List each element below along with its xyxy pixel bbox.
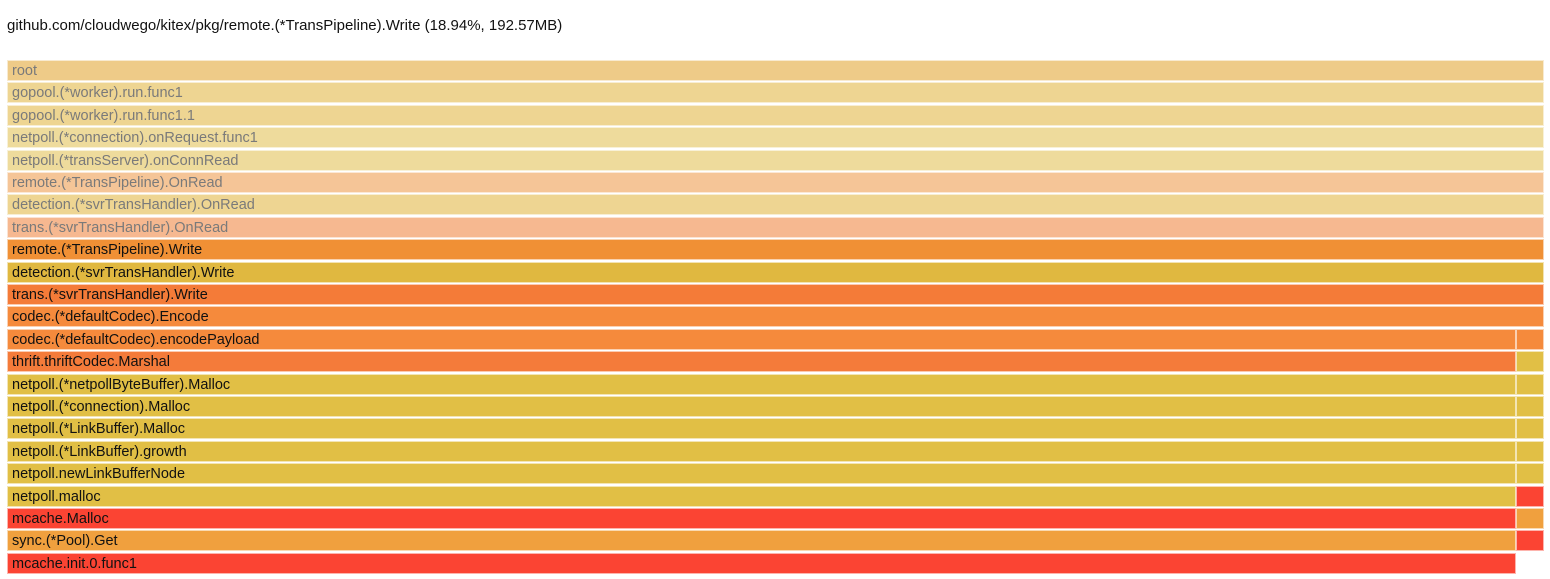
selected-frame-title: github.com/cloudwego/kitex/pkg/remote.(*…	[7, 17, 563, 34]
flame-frame[interactable]: detection.(*svrTransHandler).Write	[7, 261, 1544, 283]
flame-frame[interactable]: netpoll.malloc	[7, 485, 1516, 507]
flame-frame-sibling[interactable]	[1516, 463, 1544, 485]
flame-frame-sibling[interactable]	[1516, 440, 1544, 462]
flame-frame-sibling[interactable]	[1516, 328, 1544, 350]
flame-frame[interactable]: netpoll.(*transServer).onConnRead	[7, 149, 1544, 171]
flame-frame[interactable]: remote.(*TransPipeline).Write	[7, 239, 1544, 261]
flame-frame-sibling[interactable]	[1516, 351, 1544, 373]
flame-frame[interactable]: netpoll.(*netpollByteBuffer).Malloc	[7, 373, 1516, 395]
flame-frame-sibling[interactable]	[1516, 418, 1544, 440]
flame-frame-sibling[interactable]	[1516, 485, 1544, 507]
flame-frame[interactable]: detection.(*svrTransHandler).OnRead	[7, 194, 1544, 216]
flame-frame-sibling[interactable]	[1516, 396, 1544, 417]
flame-frame[interactable]: codec.(*defaultCodec).Encode	[7, 306, 1544, 328]
flame-frame[interactable]: netpoll.(*connection).Malloc	[7, 396, 1516, 417]
flame-frame[interactable]: gopool.(*worker).run.func1	[7, 82, 1544, 104]
flame-frame[interactable]: netpoll.(*connection).onRequest.func1	[7, 127, 1544, 149]
flame-frame[interactable]: trans.(*svrTransHandler).Write	[7, 284, 1544, 305]
flame-frame[interactable]: netpoll.(*LinkBuffer).growth	[7, 440, 1516, 462]
flame-frame[interactable]: remote.(*TransPipeline).OnRead	[7, 172, 1544, 193]
flame-frame[interactable]: thrift.thriftCodec.Marshal	[7, 351, 1516, 373]
flame-frame[interactable]: mcache.Malloc	[7, 508, 1516, 529]
flame-frame[interactable]: root	[7, 60, 1544, 81]
flame-frame[interactable]: trans.(*svrTransHandler).OnRead	[7, 216, 1544, 238]
flame-frame[interactable]: codec.(*defaultCodec).encodePayload	[7, 328, 1516, 350]
flame-frame[interactable]: netpoll.(*LinkBuffer).Malloc	[7, 418, 1516, 440]
flame-frame[interactable]: gopool.(*worker).run.func1.1	[7, 104, 1544, 126]
flame-frame[interactable]: netpoll.newLinkBufferNode	[7, 463, 1516, 485]
flame-frame[interactable]: sync.(*Pool).Get	[7, 530, 1516, 552]
flame-frame[interactable]: mcache.init.0.func1	[7, 552, 1516, 574]
flame-frame-sibling[interactable]	[1516, 508, 1544, 529]
flame-frame-sibling[interactable]	[1516, 373, 1544, 395]
flame-frame-sibling[interactable]	[1516, 530, 1544, 552]
